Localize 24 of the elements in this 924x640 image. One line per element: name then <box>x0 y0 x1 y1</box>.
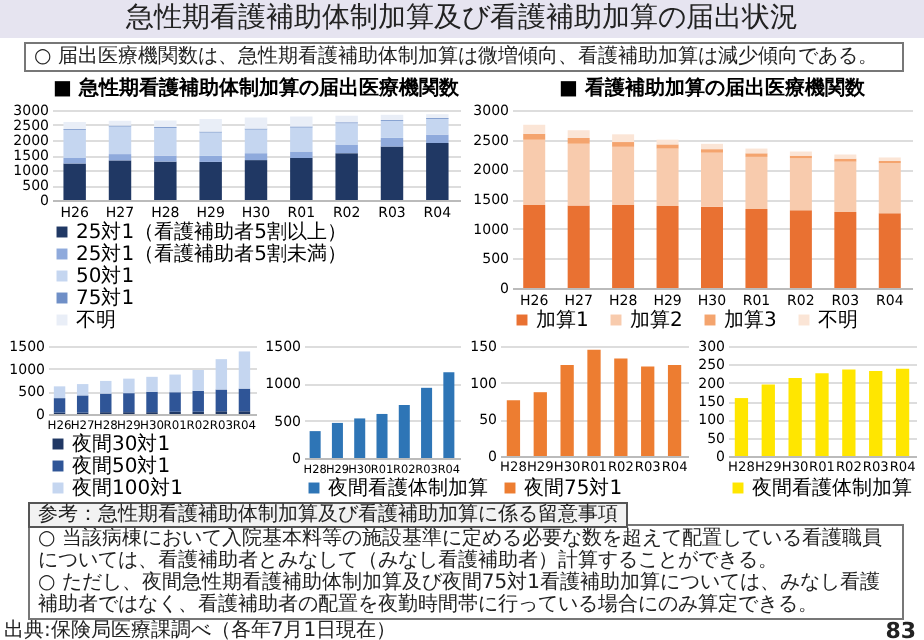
legend-label: 夜間75対1 <box>524 476 623 500</box>
legend-label: 不明 <box>76 310 116 332</box>
text: ○ 当該病棟において入院基本料等の施設基準に定める必要な数を超えて配置している看護職員については、看護補助者とみなして（みなし看護補助者）計算することができる。 <box>38 528 884 572</box>
text: ○ 届出医療機関数は、急性期看護補助体制加算は微増傾向、看護補助加算は減少傾向である。 <box>24 42 904 72</box>
chart-title: ■ 看護補助加算の届出医療機関数 <box>559 76 867 100</box>
legend-label: 加算3 <box>724 308 777 332</box>
legend-label: 25対1（看護補助者5割以上） <box>76 220 347 244</box>
legend-label: 加算1 <box>536 308 589 332</box>
text: 83 <box>885 618 916 640</box>
text: ○ ただし、夜間急性期看護補助体制加算及び夜間75対1看護補助加算については、みなし看護補助者ではなく、看護補助者の配置を夜勤時間帯に行っている場合にのみ算定できる。 <box>38 572 882 616</box>
legend-label: 75対1 <box>76 286 135 310</box>
text: 急性期看護補助体制加算及び看護補助加算の届出状況 <box>0 0 924 38</box>
legend-label: 加算2 <box>630 308 683 332</box>
legend-label: 25対1（看護補助者5割未満） <box>76 242 347 266</box>
legend-label: 50対1 <box>76 264 135 288</box>
legend-label: 夜間50対1 <box>72 454 171 478</box>
source-note: 出典:保険局医療課調べ（各年7月1日現在） <box>4 620 397 640</box>
text: 参考：急性期看護補助体制加算及び看護補助加算に係る留意事項 <box>28 502 628 528</box>
legend-label: 不明 <box>818 310 858 332</box>
chart-title: ■ 急性期看護補助体制加算の届出医療機関数 <box>53 76 461 100</box>
legend-label: 夜間30対1 <box>72 432 171 456</box>
legend-label: 夜間看護体制加算 <box>752 476 912 500</box>
legend-label: 夜間看護体制加算 <box>328 476 488 500</box>
legend-label: 夜間100対1 <box>72 476 183 500</box>
